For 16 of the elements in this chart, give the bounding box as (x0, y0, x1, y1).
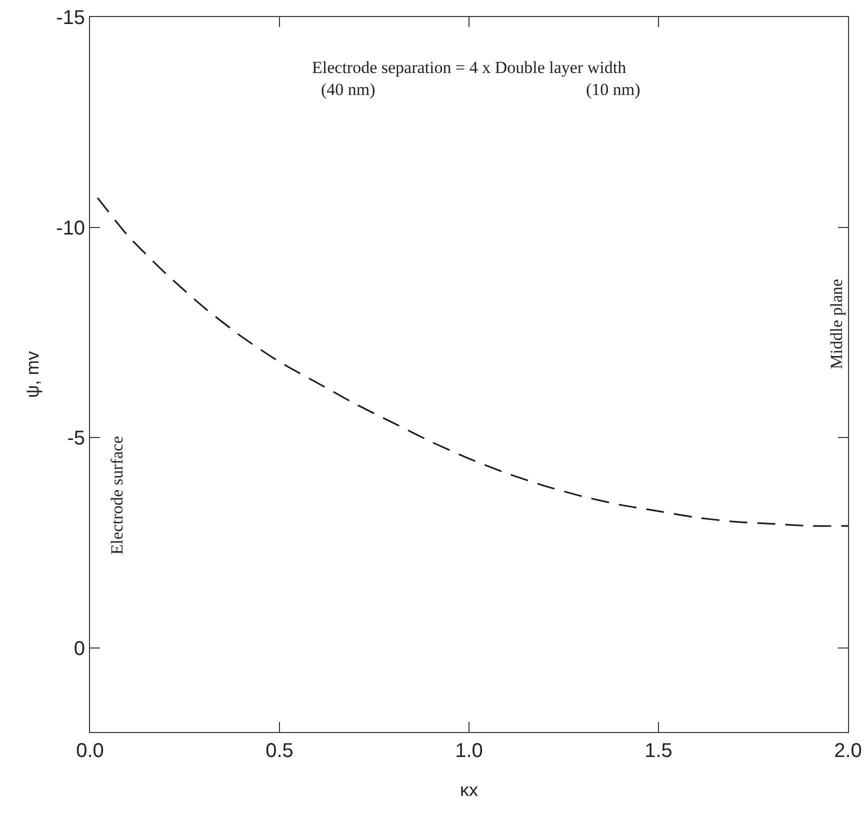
y-axis-title: ψ, mv (22, 351, 42, 398)
annotation: Middle plane (827, 278, 846, 370)
annotation: Electrode surface (107, 436, 126, 555)
x-tick-label: 0.0 (76, 740, 104, 762)
x-tick-label: 1.0 (455, 740, 483, 762)
y-tick-label: -5 (67, 428, 85, 450)
x-axis-title: κx (460, 780, 478, 800)
annotation: Electrode separation = 4 x Double layer width (312, 58, 627, 77)
annotation: (40 nm) (321, 80, 376, 99)
x-tick-label: 1.5 (644, 740, 672, 762)
y-tick-label: 0 (74, 638, 85, 660)
y-tick-label: -10 (56, 217, 85, 240)
y-tick-label: -15 (56, 7, 85, 29)
x-tick-label: 0.5 (266, 740, 294, 762)
x-tick-label: 2.0 (834, 740, 862, 762)
annotation: (10 nm) (586, 80, 640, 99)
